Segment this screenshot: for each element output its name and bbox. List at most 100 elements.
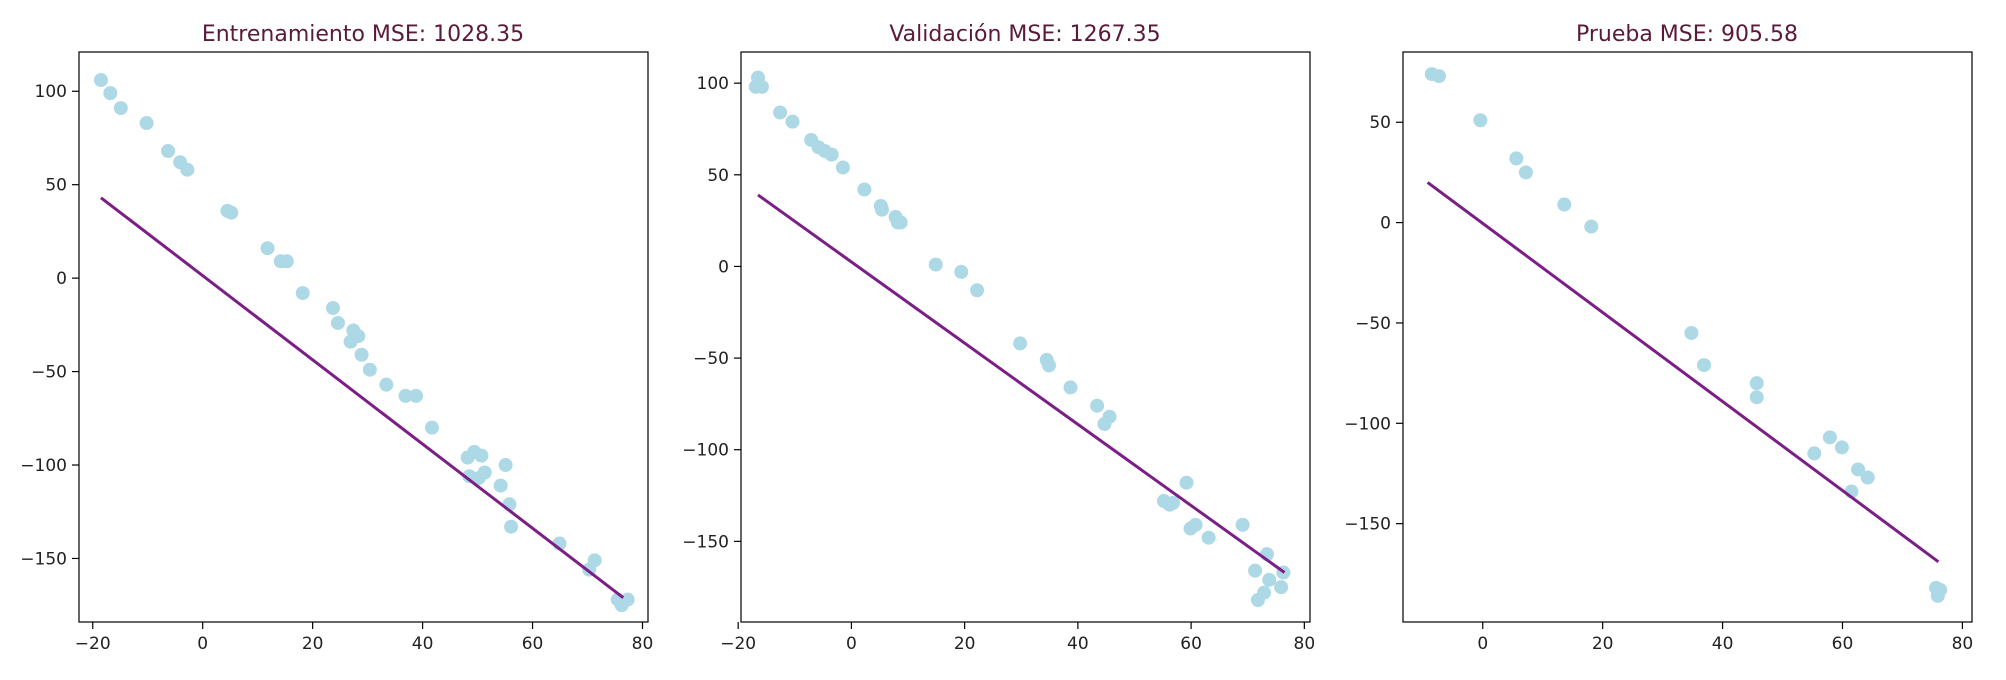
plot-area-frame	[1402, 51, 1973, 623]
x-tick-label: 40	[412, 634, 434, 654]
data-point	[93, 73, 108, 88]
y-tick-label: −50	[31, 363, 67, 383]
data-point	[1557, 197, 1572, 212]
data-point	[1063, 380, 1078, 395]
data-point	[954, 264, 969, 279]
data-point	[1179, 475, 1194, 490]
y-tick-label: 0	[56, 269, 67, 289]
data-point	[1262, 572, 1277, 587]
subplot-validation: Validación MSE: 1267.35 −20 0 20 40 60 80 100 5…	[682, 22, 1315, 654]
regression-line	[1426, 181, 1940, 563]
x-tick-label: 20	[1592, 634, 1614, 654]
y-tick-label: −50	[693, 349, 729, 369]
data-point	[1696, 358, 1711, 373]
data-point	[1933, 582, 1948, 597]
data-point	[1749, 390, 1764, 405]
data-point	[1473, 113, 1488, 128]
x-tick-label: 60	[1180, 634, 1202, 654]
data-point	[874, 202, 889, 217]
data-point	[1090, 398, 1105, 413]
data-point	[1013, 336, 1028, 351]
data-point	[493, 478, 508, 493]
subplot-training: Entrenamiento MSE: 1028.35 −20 0 20 40 60 80 1…	[20, 22, 653, 654]
x-tick-label: 60	[522, 634, 544, 654]
subplot-title: Prueba MSE: 905.58	[1576, 22, 1798, 47]
data-point	[295, 286, 310, 301]
data-point	[474, 448, 489, 463]
x-tick-label: −20	[75, 634, 111, 654]
data-point	[398, 388, 413, 403]
plot-area-frame	[78, 51, 649, 623]
data-point	[1102, 409, 1117, 424]
data-point	[1235, 517, 1250, 532]
data-point	[1257, 585, 1272, 600]
x-tick-label: 40	[1712, 634, 1734, 654]
regression-line	[100, 196, 625, 599]
data-point	[1041, 358, 1056, 373]
y-tick-label: −100	[1344, 414, 1391, 434]
data-point	[1851, 462, 1866, 477]
data-point	[103, 86, 118, 101]
data-point	[362, 362, 377, 377]
x-tick-label: 0	[846, 634, 857, 654]
data-point	[139, 116, 154, 131]
data-point	[835, 160, 850, 175]
x-tick-label: 80	[1952, 634, 1974, 654]
data-point	[1274, 580, 1289, 595]
x-tick-label: 0	[197, 634, 208, 654]
data-point	[409, 388, 424, 403]
data-point	[773, 105, 788, 120]
data-point	[477, 465, 492, 480]
x-tick-label: 60	[1832, 634, 1854, 654]
data-point	[1822, 430, 1837, 445]
data-point	[1684, 325, 1699, 340]
data-point	[330, 315, 345, 330]
y-tick-label: 0	[1380, 214, 1391, 234]
data-point	[354, 347, 369, 362]
data-point	[785, 114, 800, 129]
data-point	[424, 420, 439, 435]
y-tick-label: 50	[45, 176, 67, 196]
y-tick-label: 0	[718, 257, 729, 277]
data-point	[1860, 470, 1875, 485]
subplot-test: Prueba MSE: 905.58 0 20 40 60 80 50 0 −50 −100 −1…	[1344, 22, 1973, 654]
x-tick-label: 40	[1067, 634, 1089, 654]
data-point	[260, 241, 275, 256]
data-point	[1509, 151, 1524, 166]
x-tick-label: 20	[954, 634, 976, 654]
data-point	[279, 254, 294, 269]
data-point	[1749, 376, 1764, 391]
data-point	[1248, 563, 1263, 578]
data-point	[824, 147, 839, 162]
data-point	[1834, 440, 1849, 455]
data-point	[620, 592, 635, 607]
y-tick-label: −150	[1344, 515, 1391, 535]
data-point	[1201, 530, 1216, 545]
data-point	[1518, 165, 1533, 180]
data-point	[754, 79, 769, 94]
x-tick-label: 80	[632, 634, 654, 654]
y-tick-label: 100	[697, 74, 729, 94]
y-tick-label: −100	[20, 456, 67, 476]
x-tick-label: −20	[720, 634, 756, 654]
data-point	[1807, 446, 1822, 461]
data-point	[587, 553, 602, 568]
data-point	[970, 283, 985, 298]
x-tick-label: 20	[302, 634, 324, 654]
data-point	[498, 458, 513, 473]
data-point	[928, 257, 943, 272]
data-point	[504, 519, 519, 534]
data-point	[161, 144, 176, 159]
data-point	[893, 215, 908, 230]
subplot-title: Entrenamiento MSE: 1028.35	[202, 22, 524, 47]
data-point	[180, 162, 195, 177]
y-tick-label: 100	[35, 82, 67, 102]
y-tick-label: −100	[682, 441, 729, 461]
data-point	[325, 301, 340, 316]
regression-line	[757, 193, 1286, 574]
data-point	[351, 329, 366, 344]
x-tick-label: 80	[1294, 634, 1316, 654]
y-tick-label: 50	[707, 166, 729, 186]
data-point	[857, 182, 872, 197]
